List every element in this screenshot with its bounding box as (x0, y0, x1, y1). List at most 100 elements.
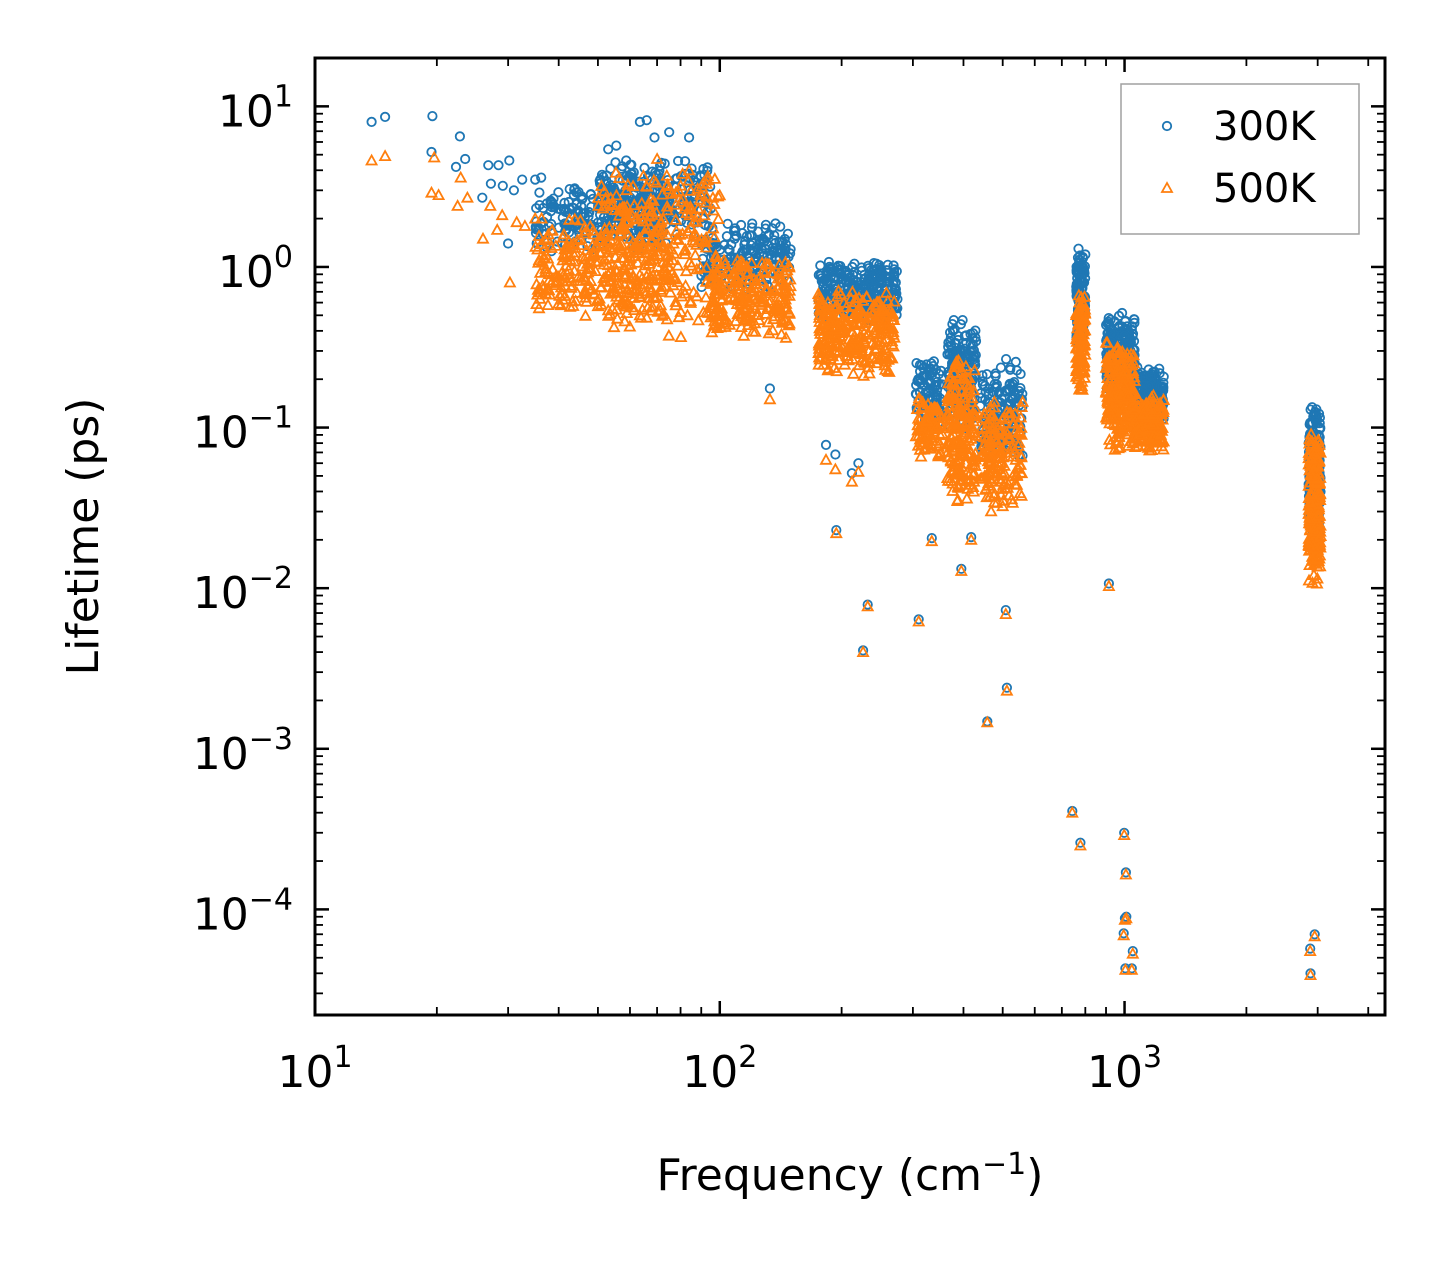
point-500k (737, 328, 751, 341)
point-500k (510, 215, 524, 228)
point-300k (611, 140, 622, 151)
point-500k (1303, 513, 1317, 526)
point-500k (1308, 541, 1322, 554)
point-500k (645, 208, 659, 220)
point-300k (569, 184, 580, 195)
point-300k (726, 239, 737, 250)
point-500k (715, 306, 730, 319)
point-500k (1016, 395, 1030, 407)
legend-box (1120, 83, 1360, 235)
point-500k (1143, 421, 1157, 433)
point-300k (818, 280, 829, 292)
point-500k (876, 334, 890, 347)
point-300k (947, 325, 959, 336)
point-500k (591, 299, 605, 312)
point-300k (869, 289, 880, 300)
point-500k (655, 279, 669, 292)
point-500k (639, 286, 653, 299)
point-500k (665, 186, 679, 199)
point-500k (633, 308, 647, 321)
point-500k (853, 302, 867, 314)
point-500k (627, 303, 641, 316)
point-500k (596, 201, 610, 214)
point-500k (975, 448, 989, 461)
legend-label-500k: 500K (1213, 166, 1317, 212)
point-500k (600, 234, 614, 247)
point-500k (729, 282, 744, 294)
point-500k (688, 248, 702, 261)
point-500k (775, 315, 789, 328)
point-500k (762, 326, 776, 339)
point-500k (1146, 409, 1160, 422)
point-500k (707, 230, 721, 243)
point-500k (568, 212, 582, 225)
point-500k (734, 320, 748, 333)
point-500k (625, 300, 639, 313)
point-500k (855, 353, 869, 366)
point-500k (964, 532, 978, 545)
point-500k (992, 450, 1006, 463)
point-500k (1304, 427, 1318, 440)
point-500k (722, 266, 736, 279)
point-500k (941, 389, 955, 402)
point-500k (490, 223, 504, 235)
point-500k (916, 395, 930, 408)
point-500k (669, 298, 683, 311)
point-500k (984, 504, 998, 517)
point-500k (943, 370, 957, 382)
point-500k (859, 355, 873, 368)
point-500k (745, 256, 759, 269)
point-500k (1112, 349, 1126, 362)
point-500k (630, 282, 644, 295)
point-500k (595, 280, 609, 292)
point-500k (531, 255, 545, 268)
point-500k (699, 290, 713, 303)
point-500k (830, 333, 844, 346)
point-500k (650, 268, 664, 281)
point-500k (676, 283, 690, 296)
point-500k (1006, 441, 1020, 454)
tick-labels-layer: 101 102 103 101 100 10−1 10−2 10−3 10−4 (193, 79, 1162, 1098)
point-300k (610, 157, 621, 168)
point-500k (677, 244, 691, 256)
point-500k (960, 415, 974, 428)
point-500k (861, 327, 875, 340)
point-500k (646, 290, 660, 302)
point-500k (712, 305, 727, 317)
point-500k (612, 171, 626, 184)
point-500k (1302, 436, 1317, 449)
point-300k (1105, 328, 1117, 339)
point-500k (994, 418, 1008, 430)
point-500k (483, 199, 497, 211)
point-500k (615, 220, 629, 233)
point-500k (949, 466, 963, 479)
point-300k (639, 162, 650, 173)
point-300k (686, 190, 698, 201)
point-500k (542, 267, 556, 280)
point-500k (660, 168, 674, 181)
point-500k (642, 202, 656, 215)
point-500k (911, 418, 925, 431)
point-500k (1072, 382, 1086, 395)
point-500k (668, 272, 683, 285)
point-300k (1006, 394, 1017, 405)
point-500k (654, 235, 668, 248)
point-500k (713, 188, 727, 201)
point-500k (614, 295, 628, 308)
point-500k (820, 306, 834, 318)
point-500k (730, 272, 744, 285)
point-500k (1313, 487, 1327, 500)
point-500k (574, 232, 588, 244)
point-500k (1105, 378, 1119, 391)
point-500k (951, 492, 965, 505)
point-300k (450, 161, 462, 172)
point-500k (653, 303, 667, 316)
point-500k (1011, 439, 1025, 451)
point-300k (1314, 423, 1325, 435)
point-300k (504, 155, 515, 166)
point-500k (495, 208, 509, 221)
point-500k (735, 293, 749, 306)
x-tick-label: 102 (682, 1040, 757, 1098)
point-500k (860, 290, 874, 303)
